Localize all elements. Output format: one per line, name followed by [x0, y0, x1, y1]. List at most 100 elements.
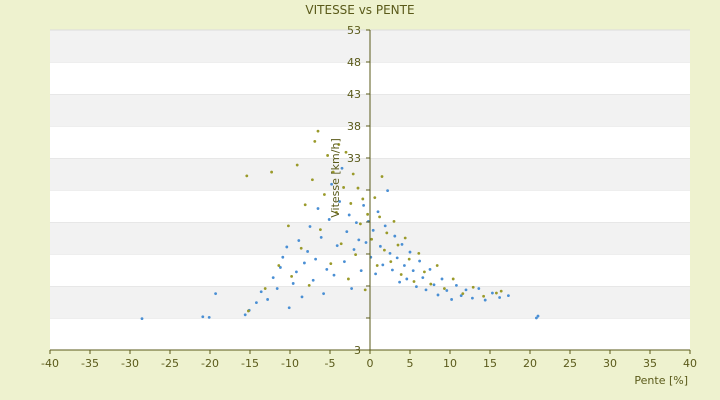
data-point — [388, 251, 392, 255]
data-point — [405, 277, 409, 281]
data-point — [303, 203, 307, 207]
data-point — [331, 170, 335, 174]
data-point — [344, 150, 348, 154]
x-tick-label: -15 — [241, 357, 259, 370]
data-point — [247, 309, 250, 313]
data-point — [266, 298, 269, 301]
x-tick-label: 15 — [483, 357, 497, 370]
x-tick-label: 20 — [523, 357, 537, 370]
data-point — [366, 212, 369, 216]
x-tick-label: -25 — [161, 357, 179, 370]
data-point — [417, 251, 421, 255]
data-point — [386, 189, 389, 193]
data-point — [271, 276, 275, 280]
data-point — [354, 253, 357, 257]
data-point — [329, 262, 333, 265]
x-tick-label: -20 — [201, 357, 219, 370]
data-point — [432, 283, 436, 287]
data-point — [396, 243, 400, 247]
data-point — [429, 282, 433, 286]
data-point — [297, 239, 301, 242]
x-tick-label: -30 — [121, 357, 139, 370]
y-tick-label: 53 — [347, 24, 361, 37]
data-point — [421, 276, 425, 280]
data-point — [323, 193, 326, 196]
data-point — [337, 143, 341, 146]
data-point — [330, 182, 333, 186]
data-point — [313, 139, 317, 143]
data-point — [300, 295, 304, 299]
data-point — [319, 235, 323, 239]
data-point — [376, 210, 380, 214]
data-point — [455, 283, 458, 287]
data-point — [424, 288, 428, 292]
data-point — [536, 314, 540, 318]
data-point — [263, 287, 267, 290]
data-point — [245, 174, 249, 178]
data-point — [412, 280, 416, 283]
data-point — [327, 218, 331, 221]
x-tick-label: 5 — [407, 357, 414, 370]
data-point — [385, 231, 389, 235]
data-point — [435, 264, 439, 267]
data-point — [343, 260, 346, 264]
x-tick-label: -35 — [81, 357, 99, 370]
data-point — [483, 298, 487, 302]
data-point — [400, 243, 404, 246]
data-points — [140, 129, 540, 321]
y-tick-label: 48 — [347, 56, 361, 69]
data-point — [307, 283, 311, 287]
data-point — [477, 287, 481, 290]
data-point — [332, 273, 336, 277]
data-point — [255, 301, 258, 305]
x-tick-label: 25 — [563, 357, 577, 370]
data-point — [445, 289, 449, 292]
data-point — [395, 256, 399, 260]
data-point — [316, 207, 320, 210]
data-point — [214, 292, 218, 296]
data-point — [379, 244, 382, 248]
data-point — [535, 316, 538, 320]
data-point — [399, 273, 403, 276]
data-point — [389, 260, 393, 264]
y-tick-label: 43 — [347, 88, 361, 101]
data-point — [495, 291, 498, 295]
data-point — [316, 129, 320, 133]
data-point — [281, 255, 285, 259]
data-point — [398, 280, 401, 284]
data-point — [374, 272, 377, 276]
data-point — [363, 288, 367, 292]
data-point — [428, 267, 432, 271]
data-point — [243, 313, 247, 317]
y-tick-label: 38 — [347, 120, 361, 133]
data-point — [383, 224, 387, 228]
data-point — [322, 292, 325, 296]
data-point — [459, 294, 463, 297]
data-point — [306, 250, 309, 253]
data-point — [350, 287, 353, 290]
data-point — [347, 213, 351, 217]
data-point — [347, 277, 350, 281]
data-point — [393, 234, 397, 238]
data-point — [359, 222, 362, 226]
data-point — [319, 228, 322, 232]
x-tick-label: -5 — [325, 357, 336, 370]
data-point — [498, 296, 501, 299]
data-point — [380, 175, 384, 178]
data-point — [338, 200, 341, 203]
data-point — [295, 163, 299, 167]
y-tick-label: 33 — [347, 152, 361, 165]
data-point — [507, 294, 510, 297]
data-point — [275, 287, 279, 290]
data-point — [311, 278, 315, 282]
x-tick-label: 40 — [683, 357, 697, 370]
data-point — [436, 293, 440, 297]
x-axis-ticks: -40 -35 -30 -25 -20 -15 -10 -5 0 5 10 15 20 25 30 35 40 — [41, 350, 697, 370]
data-point — [415, 285, 418, 289]
data-point — [355, 221, 358, 225]
data-point — [373, 196, 377, 200]
data-point — [371, 228, 375, 232]
data-point — [308, 225, 312, 228]
data-point — [311, 178, 314, 182]
